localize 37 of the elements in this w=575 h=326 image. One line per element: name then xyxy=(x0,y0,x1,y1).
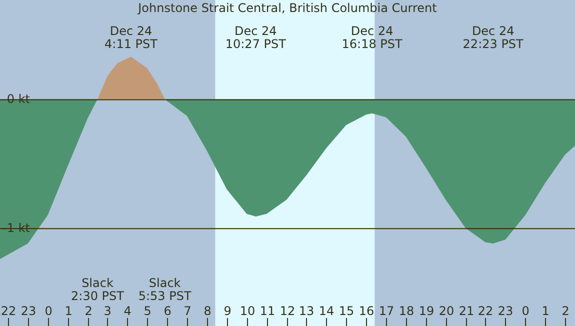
x-tick-label: 5 xyxy=(144,304,152,318)
x-tick-label: 22 xyxy=(0,304,16,318)
x-tick-label: 16 xyxy=(358,304,374,318)
x-tick-label: 9 xyxy=(224,304,232,318)
x-tick-label: 14 xyxy=(318,304,334,318)
x-tick-label: 17 xyxy=(378,304,394,318)
x-tick-label: 7 xyxy=(184,304,192,318)
x-tick-label: 4 xyxy=(124,304,132,318)
x-tick-label: 11 xyxy=(260,304,276,318)
x-tick-label: 3 xyxy=(104,304,112,318)
x-tick-label: 8 xyxy=(204,304,212,318)
x-tick-label: 10 xyxy=(240,304,256,318)
x-tick-label: 19 xyxy=(418,304,434,318)
annotation: Slack 2:30 PST xyxy=(71,276,125,303)
chart-title: Johnstone Strait Central, British Columbia Current xyxy=(137,1,438,15)
annotation: Dec 24 4:11 PST xyxy=(104,24,158,51)
x-tick-label: 12 xyxy=(280,304,296,318)
x-tick-label: 1 xyxy=(64,304,72,318)
x-tick-label: 21 xyxy=(458,304,474,318)
annotation: Slack 5:53 PST xyxy=(138,276,192,303)
annotation: Dec 24 10:27 PST xyxy=(225,24,287,51)
x-tick-label: 13 xyxy=(298,304,314,318)
x-tick-label: 2 xyxy=(562,304,570,318)
x-tick-label: 18 xyxy=(398,304,414,318)
x-tick-label: 23 xyxy=(498,304,514,318)
x-tick-label: 0 xyxy=(44,304,52,318)
x-tick-label: 6 xyxy=(164,304,172,318)
x-tick-label: 23 xyxy=(20,304,36,318)
y-tick-label: 0 kt xyxy=(6,92,30,106)
x-tick-label: 0 xyxy=(522,304,530,318)
x-tick-label: 20 xyxy=(438,304,454,318)
x-tick-label: 2 xyxy=(84,304,92,318)
annotation: Dec 24 22:23 PST xyxy=(462,24,524,51)
x-tick-label: 22 xyxy=(478,304,494,318)
x-tick-label: 1 xyxy=(542,304,550,318)
annotation: Dec 24 16:18 PST xyxy=(342,24,404,51)
x-tick-label: 15 xyxy=(338,304,354,318)
